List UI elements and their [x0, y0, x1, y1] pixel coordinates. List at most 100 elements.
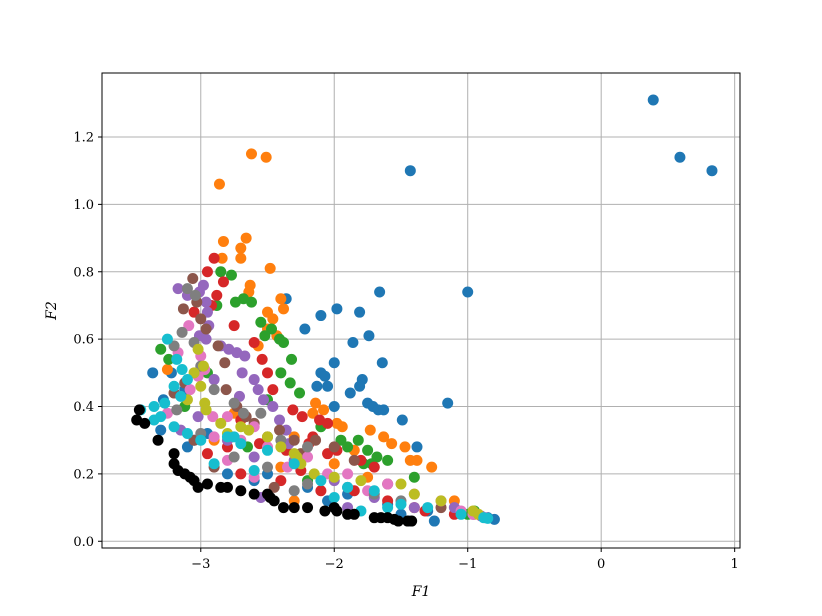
- x-tick-label: −1: [458, 557, 477, 572]
- data-point: [395, 498, 407, 510]
- data-point: [428, 515, 440, 527]
- data-point: [382, 454, 394, 466]
- data-point: [216, 252, 228, 264]
- data-point: [248, 465, 260, 477]
- series-10: [135, 333, 494, 524]
- data-point: [217, 235, 229, 247]
- data-point: [315, 485, 327, 497]
- data-point: [706, 165, 718, 177]
- data-point: [408, 488, 420, 500]
- data-point: [647, 94, 659, 106]
- data-point: [268, 481, 280, 493]
- data-point: [335, 434, 347, 446]
- data-point: [275, 475, 287, 487]
- data-point: [322, 448, 334, 460]
- y-tick-label: 0.8: [73, 265, 94, 280]
- data-point: [208, 458, 220, 470]
- data-point: [376, 357, 388, 369]
- data-points: [131, 94, 718, 527]
- data-point: [288, 434, 300, 446]
- data-point: [328, 441, 340, 453]
- data-point: [342, 481, 354, 493]
- data-point: [148, 401, 160, 413]
- data-point: [201, 266, 213, 278]
- data-point: [248, 488, 260, 500]
- data-point: [411, 441, 423, 453]
- data-point: [311, 380, 323, 392]
- data-point: [172, 283, 184, 295]
- data-point: [354, 306, 366, 318]
- data-point: [256, 353, 268, 365]
- data-point: [152, 434, 164, 446]
- data-point: [139, 417, 151, 429]
- data-point: [228, 320, 240, 332]
- data-point: [181, 283, 193, 295]
- x-tick-label: −2: [325, 557, 344, 572]
- y-tick-label: 1.0: [73, 198, 94, 213]
- data-point: [235, 485, 247, 497]
- series-11: [131, 404, 418, 527]
- data-point: [328, 471, 340, 483]
- data-point: [248, 374, 260, 386]
- data-point: [183, 320, 195, 332]
- data-point: [175, 390, 187, 402]
- x-axis-label: F1: [411, 584, 431, 600]
- data-point: [455, 508, 467, 520]
- data-point: [404, 165, 416, 177]
- data-point: [235, 242, 247, 254]
- data-point: [228, 431, 240, 443]
- data-point: [408, 502, 420, 514]
- data-point: [284, 377, 296, 389]
- data-point: [435, 495, 447, 507]
- data-point: [399, 441, 411, 453]
- data-point: [315, 475, 327, 487]
- data-point: [275, 441, 287, 453]
- data-point: [195, 434, 207, 446]
- data-point: [382, 502, 394, 514]
- data-point: [267, 313, 279, 325]
- data-point: [188, 306, 200, 318]
- data-point: [215, 266, 227, 278]
- data-point: [344, 387, 356, 399]
- data-point: [296, 411, 308, 423]
- data-point: [212, 340, 224, 352]
- data-point: [236, 367, 248, 379]
- data-point: [239, 350, 251, 362]
- data-point: [248, 337, 260, 349]
- data-point: [396, 414, 408, 426]
- data-point: [364, 424, 376, 436]
- data-point: [378, 404, 390, 416]
- data-point: [408, 471, 420, 483]
- data-point: [201, 448, 213, 460]
- data-point: [213, 178, 225, 190]
- data-point: [192, 481, 204, 493]
- data-point: [336, 421, 348, 433]
- data-point: [189, 289, 201, 301]
- data-point: [262, 367, 274, 379]
- data-point: [262, 431, 274, 443]
- y-axis-label: F2: [44, 301, 60, 321]
- data-point: [221, 411, 233, 423]
- data-point: [286, 353, 298, 365]
- data-point: [395, 478, 407, 490]
- data-point: [248, 451, 260, 463]
- data-point: [200, 404, 212, 416]
- data-point: [195, 313, 207, 325]
- data-point: [322, 380, 334, 392]
- data-point: [177, 303, 189, 315]
- plot-frame: [101, 72, 741, 549]
- data-point: [188, 367, 200, 379]
- data-point: [362, 444, 374, 456]
- data-point: [161, 363, 173, 375]
- data-point: [168, 340, 180, 352]
- data-point: [348, 454, 360, 466]
- data-point: [319, 370, 331, 382]
- data-point: [382, 478, 394, 490]
- data-point: [133, 404, 145, 416]
- data-point: [354, 380, 366, 392]
- data-point: [674, 151, 686, 163]
- data-point: [215, 417, 227, 429]
- x-tick-label: 1: [731, 557, 739, 572]
- data-point: [287, 404, 299, 416]
- data-point: [168, 380, 180, 392]
